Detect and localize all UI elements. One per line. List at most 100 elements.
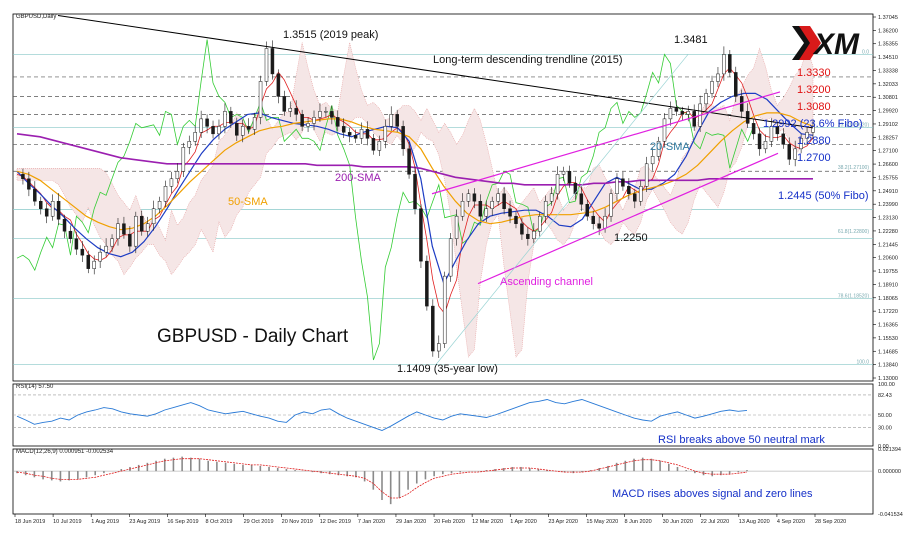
candle-body (520, 223, 524, 235)
candle-body (27, 178, 31, 190)
price-tick-label: 1.18910 (878, 282, 898, 288)
price-tick-label: 1.13000 (878, 376, 898, 382)
candle-body (80, 248, 85, 256)
price-tick-label: 1.18065 (878, 296, 898, 302)
date-tick-label: 13 Aug 2020 (739, 519, 770, 525)
candle-body (668, 108, 673, 120)
price-tick-label: 1.32033 (878, 82, 898, 88)
candle-body (597, 223, 601, 229)
xm-logo: XM (790, 24, 866, 62)
price-tick-label: 1.34510 (878, 55, 898, 61)
candle-body (134, 215, 138, 247)
candle-body (573, 183, 578, 195)
candle-body (745, 111, 750, 124)
price-tick-label: 1.27100 (878, 149, 898, 155)
candle-body (537, 215, 542, 232)
candle-body (728, 54, 732, 73)
rsi-tick-label: 100.00 (878, 382, 895, 388)
date-tick-label: 30 Jun 2020 (663, 519, 693, 525)
price-tick-label: 1.16365 (878, 323, 898, 329)
macd-annotation: MACD rises aboves signal and zero lines (612, 488, 813, 500)
candle-body (353, 135, 358, 139)
candle-body (330, 111, 334, 118)
fibo-tag: 23.6(1.29920) (838, 123, 869, 129)
candle-body (151, 208, 156, 224)
candle-body (294, 108, 298, 115)
candle-body (561, 171, 566, 175)
macd-signal-line (16, 458, 748, 499)
candle-body (199, 118, 203, 133)
candle-body (722, 54, 726, 75)
candle-body (805, 132, 809, 139)
candle-body (585, 203, 590, 217)
chikou-span (16, 39, 754, 361)
channel-lower (477, 152, 779, 285)
candle-body (98, 251, 102, 262)
candle-body (359, 129, 364, 139)
rsi-label: RSI(14) 57.50 (16, 384, 54, 390)
candle-body (454, 215, 459, 239)
price-tick-label: 1.26600 (878, 162, 898, 168)
rsi-annotation: RSI breaks above 50 neutral mark (658, 434, 825, 446)
date-tick-label: 23 Apr 2020 (548, 519, 578, 525)
date-tick-label: 12 Mar 2020 (472, 519, 503, 525)
date-tick-label: 23 Aug 2019 (129, 519, 160, 525)
date-tick-label: 28 Sep 2020 (815, 519, 846, 525)
candle-body (638, 186, 643, 202)
candle-body (246, 126, 251, 130)
candle-body (217, 126, 221, 135)
price-tick-label: 1.15530 (878, 336, 898, 342)
candle-body (264, 48, 269, 82)
macd-tick-label: -0.041534 (878, 512, 903, 518)
price-tick-label: 1.17220 (878, 309, 898, 315)
candle-body (341, 126, 346, 133)
candle-body (496, 193, 500, 202)
candle-body (68, 230, 73, 239)
date-tick-label: 20 Feb 2020 (434, 519, 465, 525)
candle-body (674, 108, 679, 112)
axis-layer: 1.37045 1.36200 1.35355 1.34510 1.33338 1.320… (14, 15, 903, 525)
price-tick-label: 1.25755 (878, 175, 898, 181)
candle-body (781, 133, 786, 145)
candle-body (276, 73, 281, 97)
candle-body (609, 193, 613, 217)
candle-body (39, 200, 43, 209)
candle-body (312, 117, 316, 124)
rsi-tick-label: 0.00 (878, 444, 889, 450)
candle-body (526, 233, 530, 239)
price-tick-label: 1.36200 (878, 28, 898, 34)
candle-body (223, 111, 227, 127)
price-layer: 0.0 23.6(1.29920) 38.2(1.27100) 61.8(1.2280… (13, 15, 873, 366)
price-tick-label: 1.19755 (878, 269, 898, 275)
annot-trendline: Long-term descending trendline (2015) (433, 54, 623, 66)
date-tick-label: 20 Nov 2019 (282, 519, 313, 525)
candle-body (543, 200, 548, 217)
candle-body (193, 132, 197, 142)
candle-body (716, 73, 720, 82)
rsi-layer (13, 394, 873, 431)
fibo-tag: 38.2(1.27100) (838, 165, 869, 171)
candle-body (229, 111, 233, 124)
price-tick-label: 1.24910 (878, 189, 898, 195)
candle-body (282, 96, 287, 112)
candle-body (472, 193, 477, 202)
annot-50-fibo: 1.2445 (50% Fibo) (778, 190, 869, 202)
candle-body (252, 117, 257, 130)
fibo-tag: 100.0 (856, 360, 869, 366)
date-tick-label: 29 Jan 2020 (396, 519, 426, 525)
macd-layer (13, 456, 873, 505)
candle-body (389, 114, 393, 127)
candle-body (110, 238, 114, 247)
candle-body (633, 193, 637, 202)
candle-body (549, 193, 554, 202)
rsi-tick-label: 50.00 (878, 413, 892, 419)
macd-tick-label: 0.021394 (878, 447, 901, 453)
candle-body (175, 171, 180, 180)
candle-body (205, 118, 209, 127)
candle-body (324, 111, 328, 113)
candle-body (603, 215, 607, 229)
candle-body (187, 141, 192, 148)
candle-body (692, 111, 696, 127)
candle-body (122, 223, 126, 235)
